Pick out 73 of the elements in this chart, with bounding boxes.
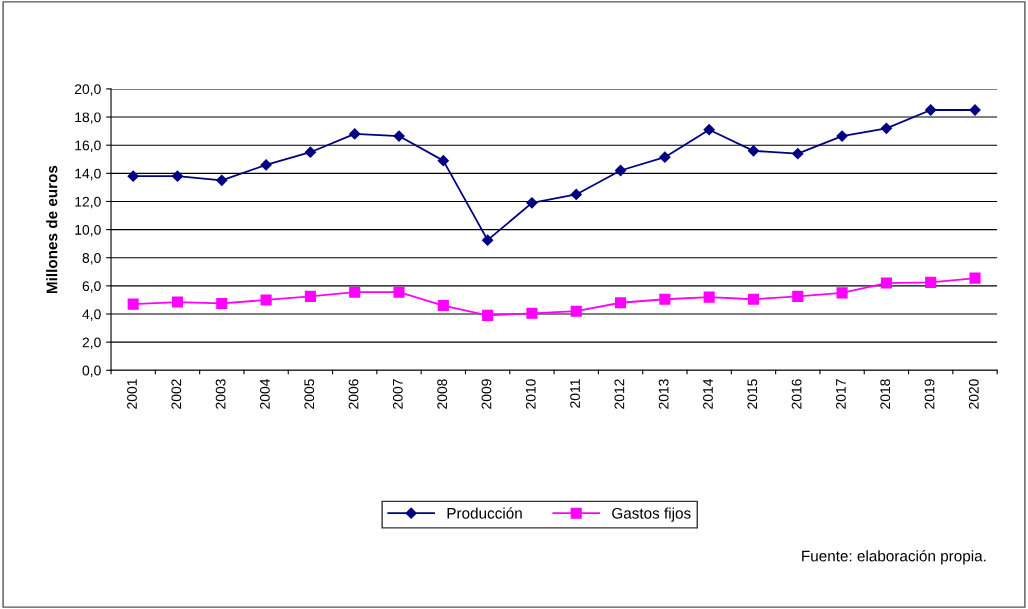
point [171,170,184,182]
point [393,286,405,298]
legend-label: Gastos fijos [612,507,691,522]
point [526,197,538,209]
point [260,294,272,306]
y-tick-label: 16,0 [75,140,101,152]
x-tick-label: 2009 [481,379,492,409]
y-tick-label: 10,0 [75,224,101,237]
x-tick-label: 2012 [614,379,625,409]
point [659,151,671,163]
point [792,148,804,160]
point [349,286,361,298]
point [880,277,892,289]
y-tick-label: 12,0 [75,196,101,209]
x-tick-label: 2018 [880,379,891,409]
point [659,293,671,305]
x-tick-label: 2015 [747,379,758,409]
x-tick-label: 2017 [835,379,846,409]
point [925,104,937,116]
x-tick-label: 2013 [658,379,669,409]
point [304,146,317,158]
point [526,307,538,319]
x-tick-label: 2019 [924,379,935,409]
point [127,170,139,182]
x-tick-label: 2002 [171,379,182,409]
x-tick-label: 2014 [703,379,713,409]
point [216,297,228,310]
point [614,164,627,177]
legend-label: Producción [447,507,522,519]
point [171,296,184,308]
x-tick-label: 2003 [215,379,226,409]
x-tick-label: 2005 [304,379,315,409]
y-tick-label: 2,0 [82,337,101,349]
point [570,305,582,317]
point [836,130,848,142]
y-tick-label: 6,0 [82,281,101,293]
point [216,174,228,186]
point [437,155,449,167]
x-tick-label: 2020 [968,379,979,409]
y-tick-label: 20,0 [74,84,101,96]
y-tick-label: 8,0 [82,253,101,265]
y-axis-title: Millones de euros [46,165,58,294]
point [969,272,981,284]
x-tick-label: 2006 [348,379,359,409]
x-tick-label: 2008 [437,379,448,409]
point [482,309,494,321]
point [570,188,582,201]
point [747,293,760,305]
point [747,145,760,157]
point [703,124,715,136]
y-tick-label: 4,0 [82,309,101,321]
y-tick-label: 14,0 [75,168,101,181]
x-tick-label: 2007 [392,379,403,409]
x-tick-label: 2011 [570,379,580,408]
point [304,290,316,302]
point [792,290,804,302]
x-tick-label: 2010 [525,379,536,409]
point [880,122,892,134]
point [349,128,361,140]
source-note: Fuente: elaboración propia. [802,550,986,565]
point [482,234,494,246]
point [836,287,848,299]
point [703,291,715,303]
point [437,300,449,312]
y-tick-label: 18,0 [75,112,101,124]
x-tick-label: 2004 [259,379,270,409]
point [614,297,627,309]
x-tick-label: 2016 [791,379,802,409]
point [127,298,139,310]
point [925,276,937,288]
x-tick-label: 2001 [127,379,137,409]
point [260,159,272,171]
y-tick-label: 0,0 [82,365,101,378]
